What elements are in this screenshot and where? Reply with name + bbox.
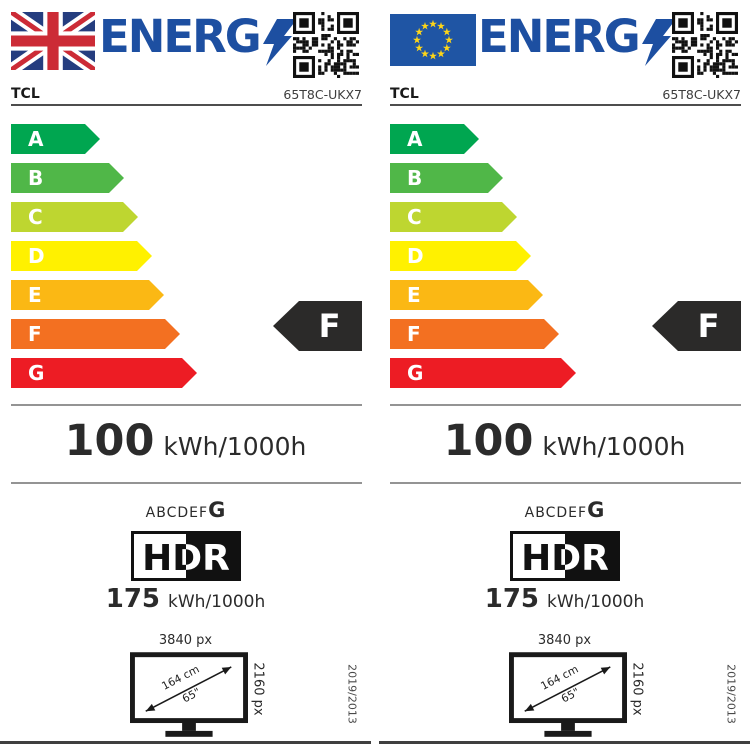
scale-grade-letter: E bbox=[407, 283, 421, 307]
scale-grade-letter: A bbox=[407, 127, 423, 151]
hdr-scale-letters: ABCDEFG bbox=[524, 498, 605, 522]
eu-flag-icon bbox=[390, 14, 476, 66]
lightning-bolt-icon bbox=[641, 19, 676, 66]
scale-grade-letter: C bbox=[28, 205, 43, 229]
scale-arrow-a: A bbox=[390, 124, 479, 154]
scale-arrow-e: E bbox=[390, 280, 543, 310]
hdr-grade: G bbox=[208, 498, 226, 522]
model-identifier: 65T8C-UKX7 bbox=[283, 87, 362, 102]
rating-letter: F bbox=[318, 307, 341, 345]
qr-code-icon bbox=[672, 12, 738, 78]
scale-grade-letter: E bbox=[28, 283, 42, 307]
scale-arrow-b: B bbox=[390, 163, 503, 193]
divider bbox=[390, 482, 741, 484]
scale-grade-letter: C bbox=[407, 205, 422, 229]
horizontal-resolution: 3840 px bbox=[537, 633, 592, 648]
svg-text:HDR: HDR bbox=[142, 538, 230, 579]
hdr-consumption-value: 175 bbox=[484, 584, 540, 614]
svg-text:HDR: HDR bbox=[521, 538, 609, 579]
hdr-badge-icon: HDR HDR bbox=[130, 531, 241, 581]
scale-grade-letter: A bbox=[28, 127, 44, 151]
scale-grade-letter: F bbox=[28, 322, 42, 346]
sdr-consumption: 100 kWh/1000h bbox=[379, 416, 750, 476]
model-identifier: 65T8C-UKX7 bbox=[662, 87, 741, 102]
scale-arrow-g: G bbox=[11, 358, 197, 388]
sdr-consumption-value: 100 bbox=[64, 416, 155, 466]
scale-arrow-d: D bbox=[11, 241, 152, 271]
hdr-grade: G bbox=[587, 498, 605, 522]
hdr-consumption-unit: kWh/1000h bbox=[547, 592, 645, 612]
energ-logo-text: ENERG bbox=[478, 10, 641, 63]
scale-grade-letter: G bbox=[407, 361, 424, 385]
tv-diagram-icon: 164 cm 65" bbox=[130, 652, 248, 737]
energ-logo: ENERG bbox=[99, 12, 297, 66]
sdr-consumption: 100 kWh/1000h bbox=[0, 416, 371, 476]
scale-grade-letter: G bbox=[28, 361, 45, 385]
scale-arrow-g: G bbox=[390, 358, 576, 388]
scale-arrow-c: C bbox=[11, 202, 138, 232]
hdr-scale-letters: ABCDEFG bbox=[145, 498, 226, 522]
rating-indicator: F bbox=[273, 301, 362, 351]
lightning-bolt-icon bbox=[262, 19, 297, 66]
svg-text:HDR: HDR bbox=[521, 538, 609, 579]
regulation-number: 2019/2013 bbox=[345, 664, 359, 724]
scale-arrow-e: E bbox=[11, 280, 164, 310]
hdr-consumption-unit: kWh/1000h bbox=[168, 592, 266, 612]
regulation-number: 2019/2013 bbox=[724, 664, 738, 724]
scale-arrow-d: D bbox=[390, 241, 531, 271]
supplier-name: TCL bbox=[11, 86, 40, 102]
hdr-badge-icon: HDR HDR bbox=[509, 531, 620, 581]
hdr-consumption-value: 175 bbox=[105, 584, 161, 614]
rating-letter: F bbox=[697, 307, 720, 345]
scale-grade-letter: D bbox=[407, 244, 424, 268]
hdr-consumption: 175 kWh/1000h bbox=[379, 584, 750, 614]
energ-logo: ENERG bbox=[478, 12, 676, 66]
uk-flag-icon bbox=[11, 12, 95, 70]
qr-code-icon bbox=[293, 12, 359, 78]
vertical-resolution: 2160 px bbox=[629, 662, 645, 716]
energ-logo-text: ENERG bbox=[99, 10, 262, 63]
sdr-consumption-value: 100 bbox=[443, 416, 534, 466]
scale-arrow-f: F bbox=[11, 319, 180, 349]
scale-arrow-a: A bbox=[11, 124, 100, 154]
brand-row: TCL 65T8C-UKX7 bbox=[11, 83, 362, 106]
hdr-consumption: 175 kWh/1000h bbox=[0, 584, 371, 614]
vertical-resolution: 2160 px bbox=[250, 662, 266, 716]
svg-text:HDR: HDR bbox=[142, 538, 230, 579]
brand-row: TCL 65T8C-UKX7 bbox=[390, 83, 741, 106]
tv-diagram-icon: 164 cm 65" bbox=[509, 652, 627, 737]
scale-grade-letter: B bbox=[28, 166, 44, 190]
scale-grade-letter: D bbox=[28, 244, 45, 268]
scale-grade-letter: F bbox=[407, 322, 421, 346]
divider bbox=[390, 404, 741, 406]
divider bbox=[11, 482, 362, 484]
sdr-consumption-unit: kWh/1000h bbox=[542, 432, 686, 461]
scale-arrow-c: C bbox=[390, 202, 517, 232]
scale-grade-letter: B bbox=[407, 166, 423, 190]
horizontal-resolution: 3840 px bbox=[158, 633, 213, 648]
rating-indicator: F bbox=[652, 301, 741, 351]
scale-arrow-f: F bbox=[390, 319, 559, 349]
scale-arrow-b: B bbox=[11, 163, 124, 193]
supplier-name: TCL bbox=[390, 86, 419, 102]
divider bbox=[11, 404, 362, 406]
sdr-consumption-unit: kWh/1000h bbox=[163, 432, 307, 461]
